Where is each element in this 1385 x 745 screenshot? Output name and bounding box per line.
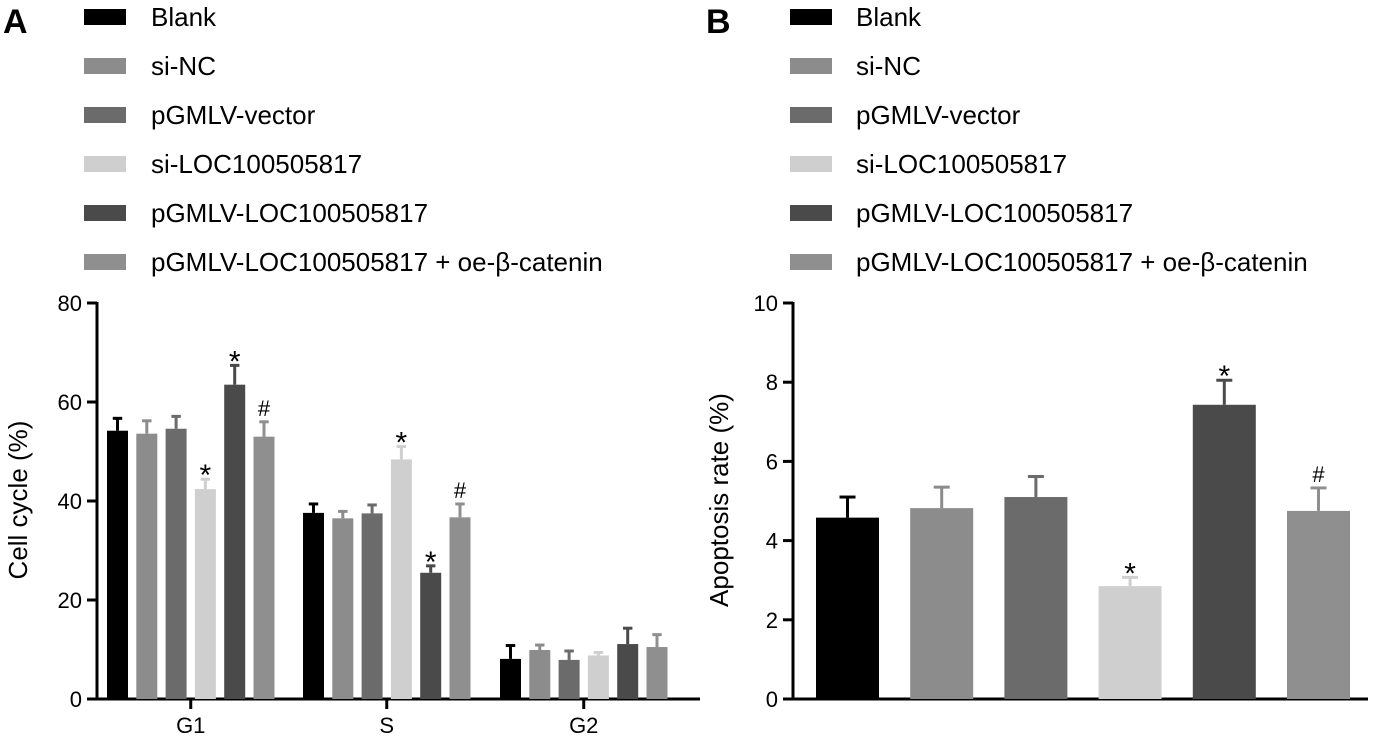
legend-entry: pGMLV-vector: [151, 100, 316, 130]
y-tick-label: 10: [754, 291, 778, 316]
legend-entry: si-LOC100505817: [151, 149, 362, 179]
bar: [136, 433, 158, 699]
bar: [361, 513, 383, 699]
y-tick-label: 0: [766, 687, 778, 712]
axes: 0 2 4 6 8 10 Apoptosis rate (%): [704, 291, 1368, 712]
significance-mark: *: [229, 345, 241, 378]
legend-swatch: [84, 156, 126, 172]
y-axis-label: Apoptosis rate (%): [704, 393, 734, 607]
legend-entry: si-NC: [856, 51, 921, 81]
significance-mark: *: [425, 546, 437, 579]
bar: [1287, 510, 1350, 699]
x-tick-label: G2: [569, 713, 598, 738]
bar: [303, 512, 324, 699]
bar: [816, 517, 879, 699]
bar: [107, 430, 128, 699]
y-tick-label: 0: [70, 687, 82, 712]
significance-mark: *: [1124, 557, 1136, 590]
legend-entry: si-LOC100505817: [856, 149, 1067, 179]
panel-letter: A: [3, 3, 28, 41]
bar: [332, 518, 354, 699]
x-tick-label: S: [379, 713, 394, 738]
legend-entry: Blank: [151, 2, 217, 32]
legend-swatch: [84, 254, 126, 270]
bars: * * # * * #: [107, 345, 668, 699]
y-tick-label: 20: [58, 588, 82, 613]
bar: [420, 572, 442, 699]
y-axis-label: Cell cycle (%): [3, 421, 33, 580]
bar: [224, 384, 246, 699]
legend-swatch: [790, 9, 832, 25]
legend-entry: pGMLV-vector: [856, 100, 1021, 130]
bar: [558, 659, 580, 699]
bar: [390, 459, 412, 699]
y-tick-label: 4: [766, 529, 778, 554]
bar: [1098, 586, 1162, 699]
bar: [529, 649, 551, 699]
significance-mark: #: [258, 396, 271, 421]
legend-swatch: [84, 107, 126, 123]
chart-panel-a: A Blank si-NC pGMLV-vector si-LOC100505817 pG…: [3, 2, 700, 738]
significance-mark: #: [454, 478, 467, 503]
bars: * * #: [816, 360, 1350, 699]
bar: [910, 508, 974, 699]
legend-entry: pGMLV-LOC100505817: [151, 198, 428, 228]
legend-entry: pGMLV-LOC100505817: [856, 198, 1133, 228]
legend-swatch: [790, 107, 832, 123]
significance-mark: *: [200, 459, 212, 492]
legend-swatch: [790, 254, 832, 270]
bar: [194, 489, 216, 699]
legend-swatch: [84, 58, 126, 74]
legend-entry: si-NC: [151, 51, 216, 81]
y-tick-label: 8: [766, 370, 778, 395]
legend-swatch: [790, 58, 832, 74]
significance-mark: #: [1312, 462, 1325, 487]
y-tick-label: 80: [58, 291, 82, 316]
legend-entry: Blank: [856, 2, 922, 32]
bar: [617, 644, 639, 699]
bar: [449, 517, 471, 699]
legend-swatch: [790, 205, 832, 221]
bar: [587, 655, 609, 699]
chart-panel-b: B Blank si-NC pGMLV-vector si-LOC100505817 pG…: [704, 2, 1368, 712]
bar: [646, 647, 668, 699]
legend-entry: pGMLV-LOC100505817 + oe-β-catenin: [856, 247, 1308, 277]
bar: [253, 436, 275, 699]
y-tick-label: 40: [58, 489, 82, 514]
bar: [165, 428, 187, 699]
panel-letter: B: [706, 3, 731, 41]
bar: [500, 658, 521, 699]
y-tick-label: 2: [766, 608, 778, 633]
legend: Blank si-NC pGMLV-vector si-LOC100505817 pGM…: [790, 2, 1308, 277]
bar: [1192, 404, 1256, 699]
x-tick-label: G1: [176, 713, 205, 738]
y-tick-label: 60: [58, 390, 82, 415]
legend: Blank si-NC pGMLV-vector si-LOC100505817 pGM…: [84, 2, 603, 277]
y-tick-label: 6: [766, 449, 778, 474]
legend-swatch: [84, 9, 126, 25]
legend-entry: pGMLV-LOC100505817 + oe-β-catenin: [151, 247, 603, 277]
significance-mark: *: [396, 427, 408, 460]
legend-swatch: [84, 205, 126, 221]
significance-mark: *: [1218, 360, 1230, 393]
legend-swatch: [790, 156, 832, 172]
bar: [1004, 497, 1068, 699]
